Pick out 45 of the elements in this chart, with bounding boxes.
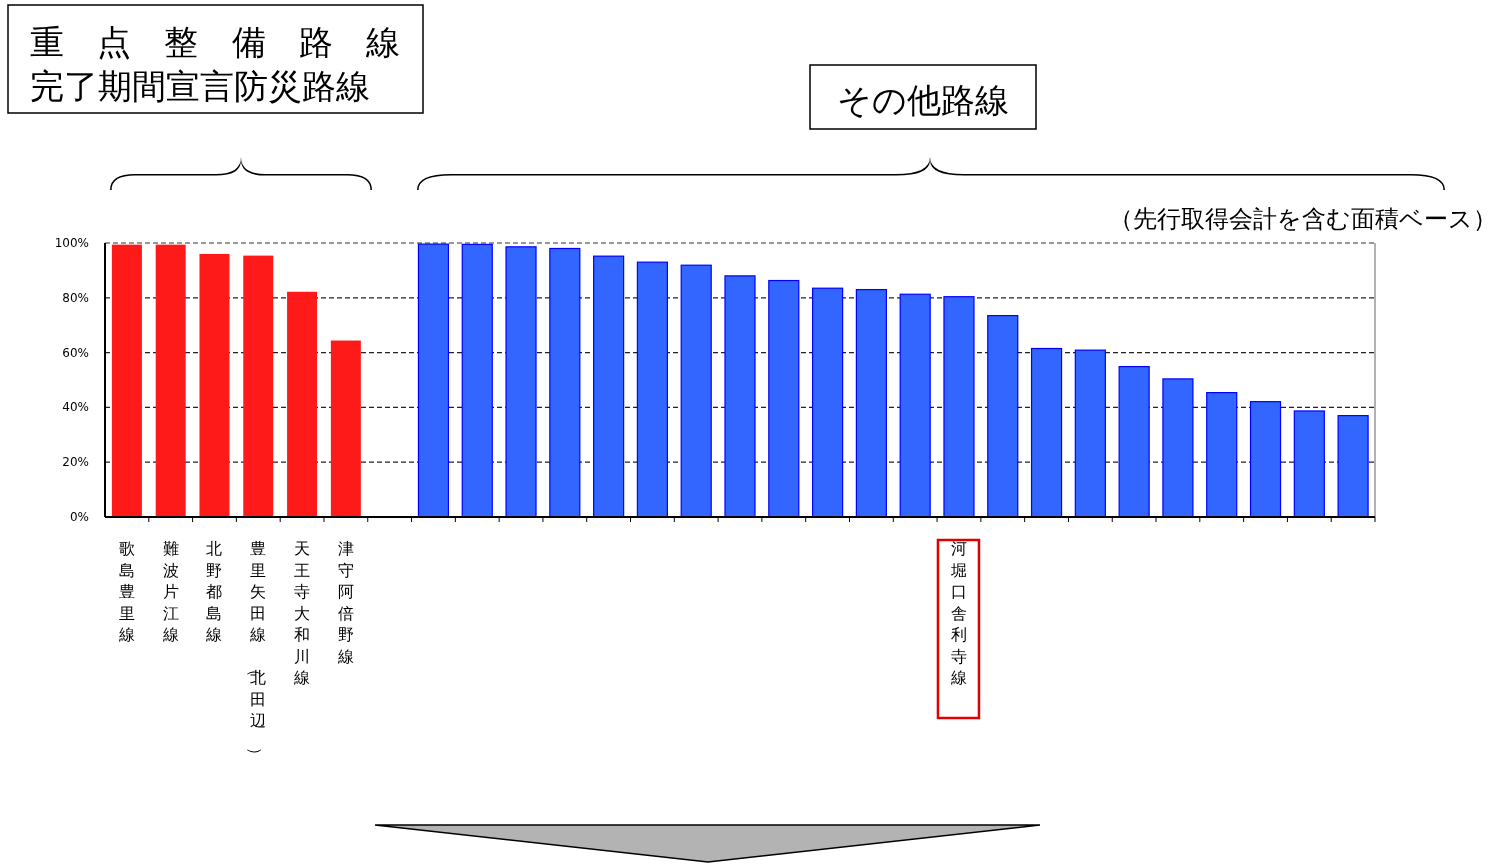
bar (1337, 415, 1369, 518)
bar (1206, 392, 1238, 518)
text: その他路線 (837, 80, 1009, 120)
bar (943, 296, 975, 518)
bar (1118, 365, 1150, 518)
y-tick-label: 100% (54, 236, 89, 250)
bar (505, 246, 537, 518)
bar (855, 288, 887, 518)
bar (724, 275, 756, 518)
chart-subtitle: （先行取得会計を含む面積ベース） (1109, 205, 1497, 233)
bar (1030, 347, 1063, 518)
bar (549, 247, 581, 518)
bar (1074, 349, 1106, 518)
bar (1293, 410, 1325, 518)
y-tick-label: 80% (62, 290, 89, 305)
bar (680, 264, 712, 518)
x-tick-label: 津守阿倍野線 (336, 539, 354, 666)
bar (987, 315, 1019, 518)
x-tick-label: 北野都島線 (205, 539, 223, 644)
bar (1162, 378, 1194, 518)
x-tick-label: 歌島豊里線 (117, 539, 135, 644)
bar (111, 244, 142, 517)
bar (636, 261, 669, 518)
bar (1249, 401, 1282, 518)
bar (593, 255, 625, 518)
bar (417, 243, 450, 518)
x-tick-label: 難波片江線 (161, 539, 179, 644)
bar (155, 244, 186, 517)
bar (330, 340, 361, 517)
x-tick-label: 河堀口舎利寺線 (949, 539, 967, 687)
y-tick-label: 40% (62, 400, 89, 415)
bar (461, 243, 493, 518)
bar (811, 287, 844, 518)
bar (768, 279, 800, 518)
bar (243, 255, 274, 517)
bar (287, 291, 318, 517)
bar (199, 253, 230, 517)
bar (899, 293, 931, 518)
text: 完了期間宣言防災路線 (30, 66, 370, 106)
y-tick-label: 60% (62, 345, 89, 360)
category-label: 豊里矢田線（北田辺） (246, 539, 267, 764)
y-tick-label: 20% (62, 455, 89, 470)
text: 重点整備路線 (30, 22, 400, 62)
x-tick-label: 天王寺大和川線 (293, 539, 311, 687)
y-tick-label: 0% (69, 510, 89, 524)
